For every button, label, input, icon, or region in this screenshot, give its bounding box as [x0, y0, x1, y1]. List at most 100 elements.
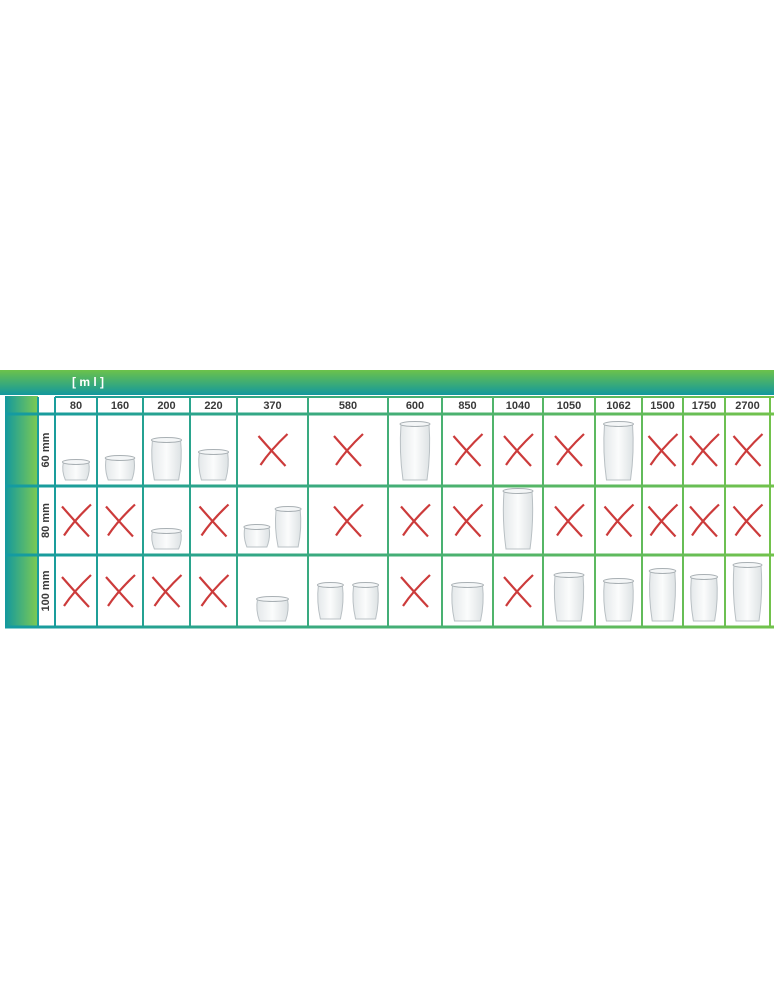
cross: [556, 433, 585, 466]
jar-rim: [451, 582, 484, 588]
jar-body: [256, 598, 289, 622]
grid: [5, 396, 774, 629]
jar: [399, 421, 431, 481]
jar: [502, 488, 534, 550]
jar-body: [603, 423, 634, 481]
jar-body: [198, 451, 229, 481]
cells: [61, 421, 764, 622]
column-header: 1050: [557, 400, 581, 412]
cross: [454, 503, 484, 537]
cross: [691, 503, 720, 537]
cross: [689, 505, 718, 538]
cross: [200, 574, 230, 607]
jar-rim: [61, 459, 91, 465]
cross: [107, 574, 136, 607]
cross: [333, 435, 362, 467]
row-label: 60 mm: [40, 432, 52, 467]
column-header: 1750: [692, 400, 716, 412]
cross: [647, 505, 677, 538]
column-header: 370: [263, 400, 281, 412]
cross: [452, 505, 482, 538]
cross: [647, 435, 677, 467]
cross: [402, 503, 431, 537]
jar-rim: [553, 572, 585, 578]
jar-rim: [150, 437, 183, 443]
jar-body: [451, 584, 484, 622]
jar-body: [649, 570, 676, 622]
row-label: 100 mm: [40, 570, 52, 611]
cross: [732, 505, 762, 538]
jar-rim: [732, 562, 763, 568]
jar-body: [690, 576, 718, 622]
cross: [200, 503, 230, 537]
jar-rim: [502, 488, 534, 494]
jar: [274, 506, 302, 548]
jar: [256, 596, 289, 622]
column-header: 160: [111, 400, 129, 412]
cross: [505, 433, 534, 466]
jar-rim: [689, 574, 719, 580]
cross: [257, 435, 287, 467]
jar-body: [502, 490, 534, 550]
cross: [691, 433, 720, 466]
jar-rim: [243, 524, 271, 530]
header-band: [0, 370, 774, 395]
jar: [732, 562, 763, 622]
cross: [61, 576, 90, 608]
column-header: 200: [157, 400, 175, 412]
jar-rim: [603, 421, 634, 427]
jar-body: [151, 530, 182, 550]
cross: [649, 433, 679, 466]
jar: [150, 528, 183, 550]
jar: [316, 582, 344, 620]
row-label: 80 mm: [40, 503, 52, 538]
jar-body: [105, 457, 135, 481]
cross: [734, 433, 764, 466]
jar: [61, 459, 91, 481]
cross: [556, 503, 585, 537]
column-header: 80: [70, 400, 82, 412]
cross: [61, 505, 90, 538]
jar: [602, 578, 635, 622]
cross: [333, 505, 362, 538]
jar-body: [352, 584, 379, 620]
jar-body: [62, 461, 90, 481]
column-header: 2700: [735, 400, 759, 412]
cross: [400, 505, 429, 538]
jar-body: [317, 584, 344, 620]
cross: [649, 503, 679, 537]
jar-rim: [197, 449, 230, 455]
jar-body: [243, 526, 271, 548]
cross: [734, 503, 764, 537]
jar-rim: [256, 596, 289, 602]
jar-rim: [648, 568, 677, 574]
cross: [689, 435, 718, 467]
column-header: 850: [458, 400, 476, 412]
cross: [503, 576, 532, 608]
jar: [553, 572, 585, 622]
jar-rim: [602, 578, 635, 584]
jar-rim: [352, 582, 380, 588]
jar: [150, 437, 183, 481]
jar: [243, 524, 271, 548]
cross: [63, 503, 92, 537]
cross: [605, 503, 635, 537]
cross: [105, 576, 134, 608]
cross: [63, 574, 92, 607]
column-header: 1062: [606, 400, 630, 412]
jar-rim: [104, 455, 136, 461]
unit-label: [ m l ]: [72, 375, 104, 389]
column-header: 220: [204, 400, 222, 412]
jar: [197, 449, 230, 481]
jar-body: [151, 439, 182, 481]
column-header: 1040: [506, 400, 530, 412]
jar: [648, 568, 677, 622]
jar: [689, 574, 719, 622]
cross: [454, 433, 484, 466]
jar-rim: [274, 506, 302, 512]
cross: [554, 505, 583, 538]
column-header: 1500: [650, 400, 674, 412]
cross: [402, 574, 431, 607]
